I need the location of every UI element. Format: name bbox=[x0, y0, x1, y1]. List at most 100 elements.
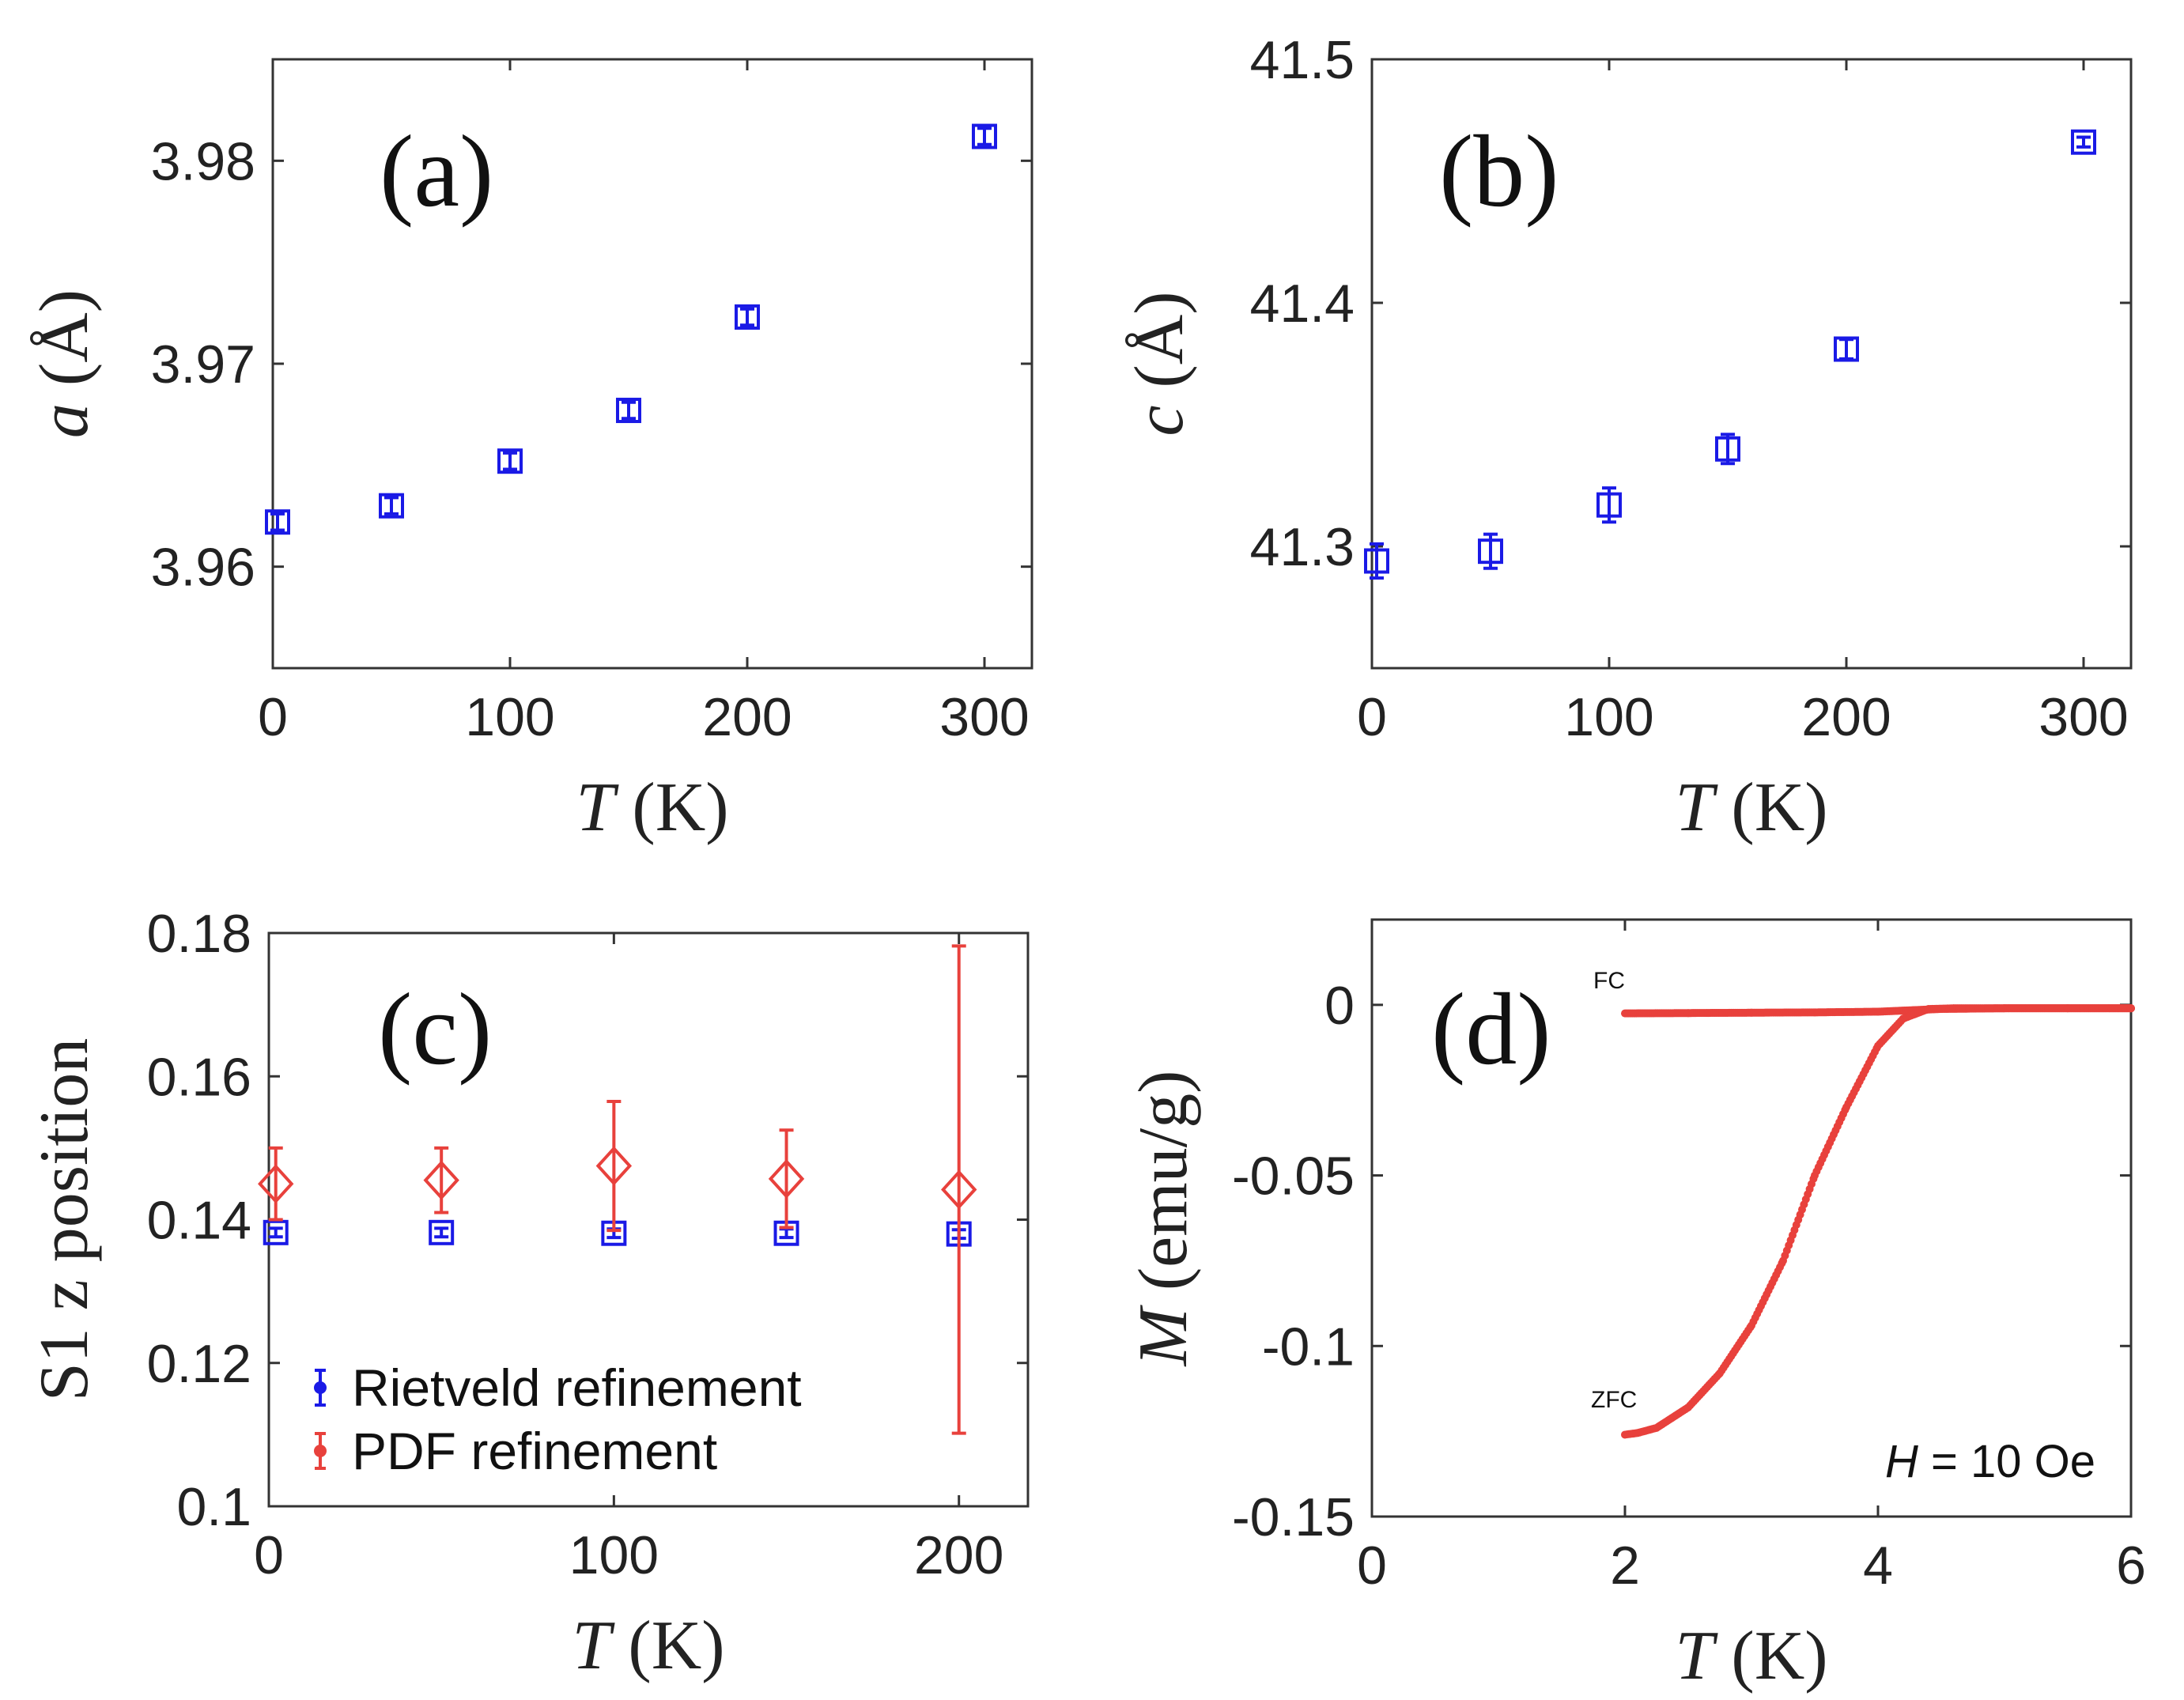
legend-swatch-dot bbox=[314, 1445, 327, 1457]
y-tick-label: -0.1 bbox=[1262, 1317, 1355, 1377]
x-axis-title: T (K) bbox=[572, 1607, 724, 1684]
y-tick-label: 0.18 bbox=[147, 904, 251, 964]
y-tick-label: -0.05 bbox=[1232, 1147, 1355, 1207]
x-tick-label: 200 bbox=[914, 1525, 1003, 1585]
y-axis-title: M (emu/g) bbox=[1125, 1071, 1202, 1368]
panel-d: 0 2 4 6 -0.15 -0.1 -0.05 0 T (K) M (emu/g) (d) FC ZF… bbox=[1125, 918, 2146, 1694]
field-value: = 10 Oe bbox=[1918, 1436, 2095, 1487]
data-point bbox=[429, 1219, 455, 1245]
data-point bbox=[379, 493, 404, 519]
data-point bbox=[768, 1128, 805, 1230]
marker bbox=[2071, 129, 2096, 155]
x-axis-var: T bbox=[572, 1607, 615, 1684]
panel-b: 0 100 200 300 41.3 41.4 41.5 T (K) c (Å) (b) bbox=[1121, 30, 2133, 846]
field-var: H bbox=[1885, 1436, 1918, 1487]
y-axis-unit: (emu/g) bbox=[1125, 1071, 1202, 1309]
data-point bbox=[941, 944, 977, 1435]
y-tick-label: 0.14 bbox=[147, 1191, 251, 1251]
x-axis-var: T bbox=[576, 769, 619, 846]
data-point bbox=[735, 304, 760, 330]
data-point bbox=[2071, 129, 2096, 155]
data-point bbox=[1715, 433, 1740, 466]
series-pdf-refinement bbox=[258, 944, 977, 1435]
fc-label: FC bbox=[1593, 968, 1625, 994]
y-tick-label: 3.98 bbox=[151, 131, 255, 191]
y-tick-label: 0.12 bbox=[147, 1334, 251, 1394]
x-tick-label: 0 bbox=[1357, 1536, 1387, 1596]
marker bbox=[263, 1219, 289, 1245]
y-tick-label: 41.5 bbox=[1250, 30, 1355, 90]
x-tick-label: 0 bbox=[258, 687, 288, 747]
series-rietveld-refinement bbox=[265, 123, 997, 535]
y-axis-var: a bbox=[26, 403, 103, 438]
data-point bbox=[265, 509, 290, 535]
data-point bbox=[1364, 542, 1389, 580]
y-tick-label: 41.3 bbox=[1250, 517, 1355, 577]
y-axis-unit: (Å) bbox=[26, 289, 103, 403]
y-tick-label: 3.97 bbox=[151, 334, 255, 395]
series-zfc bbox=[1621, 1004, 2135, 1439]
marker bbox=[1596, 492, 1622, 518]
legend-label: PDF refinement bbox=[352, 1422, 717, 1480]
marker bbox=[1364, 548, 1389, 574]
panel-label: (a) bbox=[380, 115, 493, 229]
x-tick-label: 100 bbox=[465, 687, 554, 747]
y-tick-label: 0.1 bbox=[176, 1477, 251, 1537]
marker bbox=[1478, 538, 1503, 565]
zfc-label: ZFC bbox=[1591, 1387, 1637, 1413]
x-tick-label: 2 bbox=[1610, 1536, 1640, 1596]
plot-frame bbox=[1370, 58, 2133, 670]
x-axis-unit: (K) bbox=[610, 1607, 724, 1684]
data-point bbox=[1478, 532, 1503, 570]
y-axis-title: S1 z position bbox=[26, 1038, 103, 1402]
x-tick-label: 200 bbox=[702, 687, 792, 747]
y-tick-label: 41.4 bbox=[1250, 274, 1355, 334]
x-axis-title: T (K) bbox=[1675, 769, 1827, 846]
panel-a: 0 100 200 300 3.96 3.97 3.98 T (K) a (Å) (a) bbox=[26, 58, 1033, 846]
x-axis-var: T bbox=[1675, 769, 1718, 846]
marker bbox=[497, 448, 523, 474]
legend-label: Rietveld refinement bbox=[352, 1358, 802, 1417]
series-rietveld-refinement bbox=[1364, 129, 2096, 580]
x-tick-label: 300 bbox=[2039, 687, 2128, 747]
marker bbox=[616, 398, 641, 424]
x-tick-label: 4 bbox=[1863, 1536, 1893, 1596]
data-point bbox=[423, 1146, 459, 1215]
x-axis-title: T (K) bbox=[576, 769, 728, 846]
marker bbox=[1715, 436, 1740, 462]
marker bbox=[595, 1146, 633, 1186]
data-point bbox=[972, 123, 997, 149]
x-axis-title: T (K) bbox=[1675, 1618, 1827, 1694]
marker bbox=[768, 1158, 805, 1199]
marker bbox=[423, 1160, 459, 1200]
data-point bbox=[497, 448, 523, 474]
x-tick-label: 100 bbox=[569, 1525, 659, 1585]
marker bbox=[429, 1219, 455, 1245]
marker bbox=[379, 493, 404, 519]
y-axis-title: c (Å) bbox=[1121, 291, 1198, 436]
panel-label: (c) bbox=[378, 973, 492, 1086]
legend-swatch-dot bbox=[314, 1381, 327, 1394]
x-tick-label: 6 bbox=[2116, 1536, 2146, 1596]
x-axis-unit: (K) bbox=[614, 769, 728, 846]
y-tick-label: 3.96 bbox=[151, 538, 255, 598]
marker bbox=[941, 1169, 977, 1210]
x-tick-label: 0 bbox=[1357, 687, 1387, 747]
y-tick-label: 0 bbox=[1324, 976, 1355, 1036]
data-point bbox=[258, 1146, 294, 1222]
panel-label: (b) bbox=[1439, 115, 1559, 229]
y-tick-label: -0.15 bbox=[1232, 1487, 1355, 1547]
x-axis-unit: (K) bbox=[1714, 769, 1827, 846]
x-axis-var: T bbox=[1675, 1618, 1718, 1694]
data-point bbox=[1834, 336, 1859, 362]
y-axis-var: c bbox=[1121, 406, 1198, 436]
data-point bbox=[1596, 486, 1622, 524]
data-point bbox=[616, 398, 641, 424]
x-tick-label: 200 bbox=[1801, 687, 1891, 747]
x-axis-unit: (K) bbox=[1714, 1618, 1827, 1694]
x-tick-label: 100 bbox=[1564, 687, 1653, 747]
series-rietveld-refinement bbox=[263, 1219, 972, 1247]
field-annotation: H = 10 Oe bbox=[1885, 1436, 2095, 1487]
